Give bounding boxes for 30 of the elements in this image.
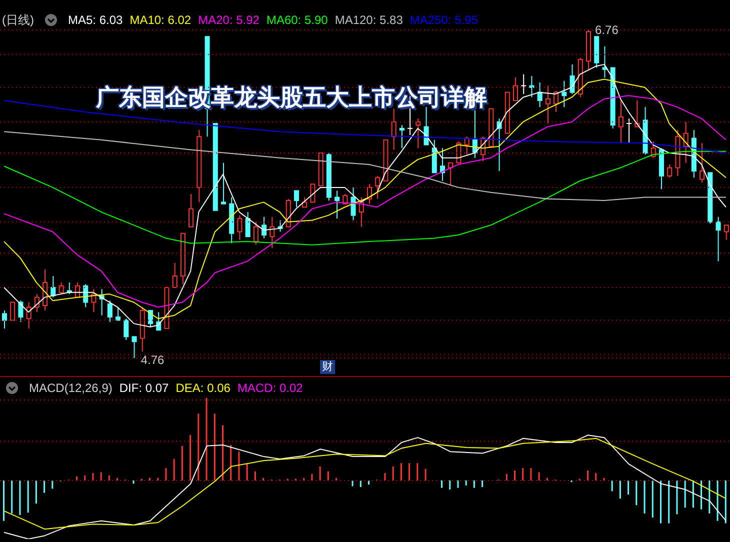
candlestick <box>26 302 32 329</box>
text: MA10: 6.02 <box>130 13 192 27</box>
candlestick <box>399 124 404 149</box>
text: MA20: 5.92 <box>198 13 260 27</box>
candlestick <box>602 46 608 78</box>
candlestick <box>367 184 372 204</box>
annotation: 4.76 <box>140 353 164 367</box>
text: MA250: 5.95 <box>410 13 478 27</box>
candlestick <box>700 142 705 184</box>
candlestick <box>416 118 421 149</box>
annotation: 6.76 <box>595 23 618 37</box>
candlestick <box>229 196 234 244</box>
candlestick <box>196 130 202 203</box>
candlestick <box>562 80 567 108</box>
text: MA5: 6.03 <box>68 13 123 27</box>
candlestick <box>334 190 340 220</box>
text: 财 <box>320 360 335 374</box>
text: MACD: 0.02 <box>237 381 303 395</box>
candlestick <box>618 100 624 144</box>
text: DEA: 0.06 <box>176 381 230 395</box>
chart-title: MACD(12,26,9) <box>29 381 112 395</box>
text: MA60: 5.90 <box>266 13 328 27</box>
candlestick <box>716 216 721 262</box>
candlestick <box>529 75 534 98</box>
candlestick <box>391 108 396 150</box>
candlestick <box>545 85 550 124</box>
chart-subtitle: (日线) <box>2 12 34 28</box>
text: MA120: 5.83 <box>334 13 403 27</box>
candlestick <box>520 74 527 94</box>
text: DIF: 0.07 <box>119 381 169 395</box>
